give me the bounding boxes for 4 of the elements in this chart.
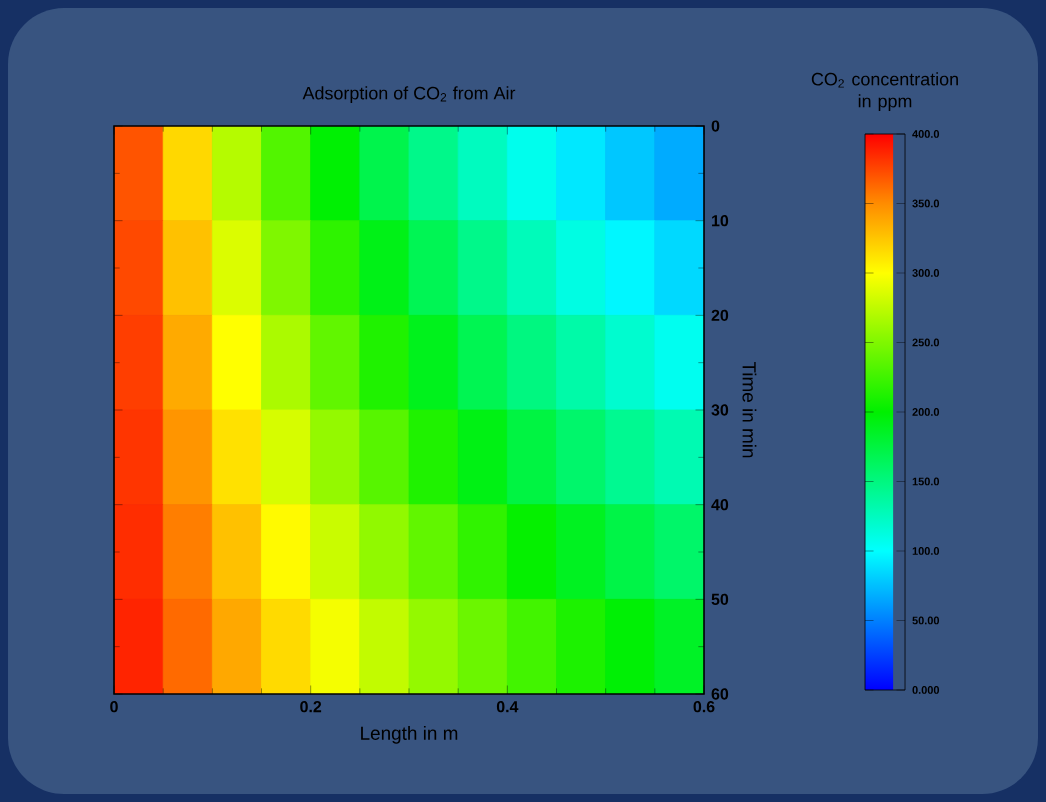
y-axis-title: Time in min	[742, 361, 757, 458]
chart-title: Adsorption of CO$_{2}$ from Air	[302, 86, 516, 104]
color-bar-title: CO$_{2}$ concentration in ppm	[811, 72, 958, 112]
x-axis-title: Length in m	[361, 726, 458, 744]
